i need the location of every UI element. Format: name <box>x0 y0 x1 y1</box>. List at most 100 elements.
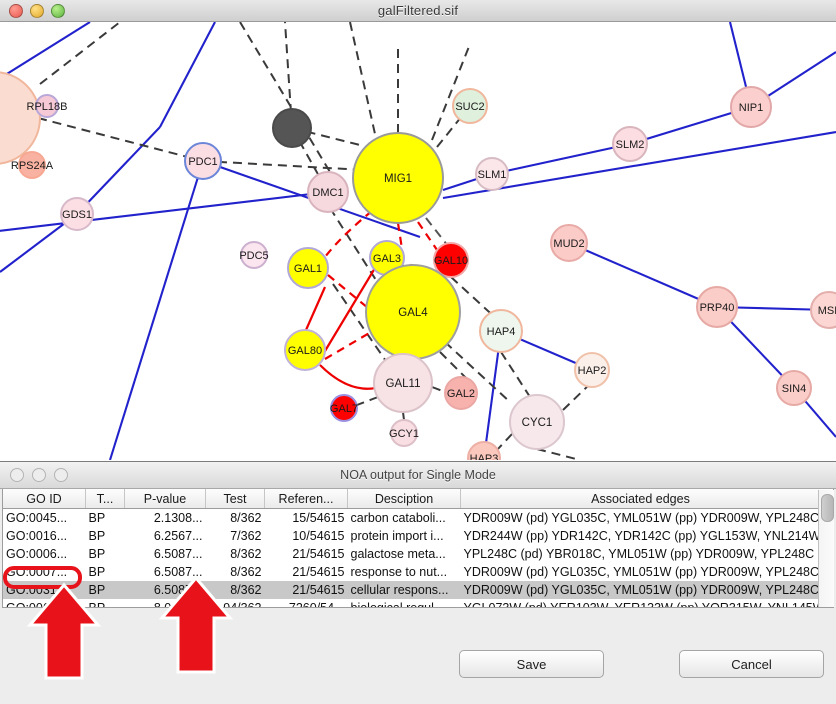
node-pdc5[interactable]: PDC5 <box>239 241 269 269</box>
node-prp40[interactable]: PRP40 <box>696 286 738 328</box>
node-nip1[interactable]: NIP1 <box>730 86 772 128</box>
table-row[interactable]: GO:0065... BP 8.0614... 94/362 7260/54... bio… <box>3 599 820 608</box>
node-circle[interactable] <box>452 88 488 124</box>
node-circle[interactable] <box>730 86 772 128</box>
node-circle[interactable] <box>284 329 326 371</box>
node-label: RPS24A <box>11 160 54 172</box>
node-msl[interactable]: MSL <box>810 291 836 329</box>
node-circle[interactable] <box>776 370 812 406</box>
table-row[interactable]: GO:0016... BP 6.2567... 7/362 10/54615 protei… <box>3 527 820 545</box>
node-circle[interactable] <box>373 353 433 413</box>
node-pdc1[interactable]: PDC1 <box>184 142 222 180</box>
zoom-button[interactable] <box>51 3 65 18</box>
node-mig1[interactable]: MIG1 <box>352 132 444 224</box>
node-dmc1[interactable]: DMC1 <box>307 171 349 213</box>
node-circle[interactable] <box>240 241 268 269</box>
node-gal4[interactable]: GAL4 <box>365 264 461 360</box>
node-circle[interactable] <box>696 286 738 328</box>
node-gal10[interactable]: GAL10 <box>433 242 469 278</box>
node-hap2[interactable]: HAP2 <box>574 352 610 388</box>
node-circle[interactable] <box>60 197 94 231</box>
cell-type: BP <box>88 511 106 525</box>
edge-dashed <box>332 283 391 368</box>
node-circle[interactable] <box>475 157 509 191</box>
node-circle[interactable] <box>612 126 648 162</box>
node-bigpink[interactable] <box>0 71 41 165</box>
column-header-associated-edges[interactable]: Associated edges <box>460 489 820 509</box>
node-circle[interactable] <box>467 441 501 460</box>
node-gal1[interactable]: GAL1 <box>287 247 329 289</box>
node-circle[interactable] <box>352 132 444 224</box>
node-hap4[interactable]: HAP4 <box>479 309 523 353</box>
node-label: GDS1 <box>62 209 92 221</box>
node-circle[interactable] <box>810 291 836 329</box>
close-button[interactable] <box>9 3 23 18</box>
cell-pvalue: 6.5087... <box>124 581 206 599</box>
save-button[interactable]: Save <box>459 650 604 678</box>
node-gcy1[interactable]: GCY1 <box>389 419 419 447</box>
node-circle[interactable] <box>330 394 358 422</box>
table-row[interactable]: GO:0031... BP 6.5087... 8/362 21/54615 cellul… <box>3 581 820 599</box>
node-label: SLM2 <box>616 139 645 151</box>
column-header-go-id[interactable]: GO ID <box>3 489 86 509</box>
node-circle[interactable] <box>479 309 523 353</box>
scrollbar-thumb[interactable] <box>821 494 834 522</box>
column-header-reference[interactable]: Referen... <box>264 489 348 509</box>
node-circle[interactable] <box>18 151 46 179</box>
node-gds1[interactable]: GDS1 <box>60 197 94 231</box>
column-header-test[interactable]: Test <box>205 489 265 509</box>
node-slm1[interactable]: SLM1 <box>475 157 509 191</box>
node-circle[interactable] <box>307 171 349 213</box>
dialog-minimize-button[interactable] <box>32 468 46 482</box>
dialog-close-button[interactable] <box>10 468 24 482</box>
node-circle[interactable] <box>390 419 418 447</box>
node-sin4[interactable]: SIN4 <box>776 370 812 406</box>
table-scrollbar[interactable] <box>818 490 834 607</box>
table-row[interactable]: GO:0045... BP 2.1308... 8/362 15/54615 carbon… <box>3 509 820 528</box>
column-header-type[interactable]: T... <box>85 489 125 509</box>
node-gal2[interactable]: GAL2 <box>444 376 478 410</box>
cell-description: protein import i... <box>350 529 444 543</box>
node-mud2[interactable]: MUD2 <box>550 224 588 262</box>
edge-dashed <box>239 22 331 173</box>
dialog-zoom-button[interactable] <box>54 468 68 482</box>
node-gal11[interactable]: GAL11 <box>373 353 433 413</box>
node-cyc1[interactable]: CYC1 <box>509 394 565 450</box>
node-circle[interactable] <box>509 394 565 450</box>
node-gal80[interactable]: GAL80 <box>284 329 326 371</box>
node-circle[interactable] <box>574 352 610 388</box>
node-circle[interactable] <box>444 376 478 410</box>
table-row[interactable]: GO:0007... BP 6.5087... 8/362 21/54615 respon… <box>3 563 820 581</box>
node-circle[interactable] <box>0 71 41 165</box>
node-rps24a[interactable]: RPS24A <box>11 151 54 179</box>
node-gray[interactable] <box>272 108 312 148</box>
results-table-container[interactable]: GO ID T... P-value Test Referen... Desci… <box>2 489 834 608</box>
cell-reference: 7260/54... <box>288 601 345 608</box>
node-gal3[interactable]: GAL3 <box>369 240 405 276</box>
edge-dashed <box>37 117 204 162</box>
node-gal7[interactable]: GAL7 <box>330 394 358 422</box>
minimize-button[interactable] <box>30 3 44 18</box>
node-circle[interactable] <box>550 224 588 262</box>
table-row[interactable]: GO:0006... BP 6.5087... 8/362 21/54615 galact… <box>3 545 820 563</box>
node-circle[interactable] <box>184 142 222 180</box>
node-hap3[interactable]: HAP3 <box>467 441 501 460</box>
node-circle[interactable] <box>35 94 59 118</box>
node-circle[interactable] <box>287 247 329 289</box>
node-slm2[interactable]: SLM2 <box>612 126 648 162</box>
node-label: HAP4 <box>487 326 516 338</box>
cancel-button[interactable]: Cancel <box>679 650 824 678</box>
column-header-p-value[interactable]: P-value <box>124 489 206 509</box>
node-label: RPL18B <box>27 101 68 113</box>
cell-go_id: GO:0031... <box>3 581 86 599</box>
node-suc2[interactable]: SUC2 <box>452 88 488 124</box>
node-rpl18b[interactable]: RPL18B <box>27 94 68 118</box>
network-canvas[interactable]: RPL18B RPS24A GDS1 PDC1 PDC5 DMC1 MIG1 SUC2 SLM1… <box>0 22 836 460</box>
node-label: MUD2 <box>553 238 584 250</box>
node-label: PDC1 <box>188 156 217 168</box>
node-circle[interactable] <box>272 108 312 148</box>
column-header-description[interactable]: Desciption <box>347 489 461 509</box>
node-label: SIN4 <box>782 383 806 395</box>
node-circle[interactable] <box>433 242 469 278</box>
edge-dashed <box>450 276 501 323</box>
